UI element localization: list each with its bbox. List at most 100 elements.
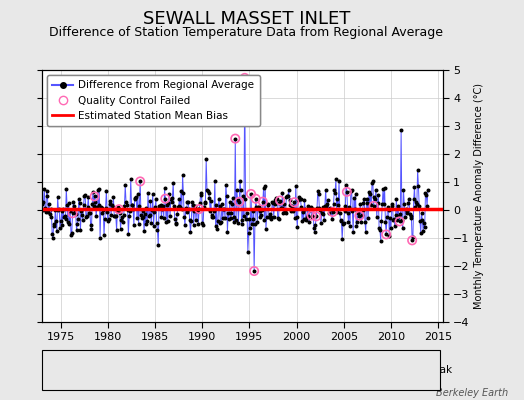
- Point: [214, 218, 222, 224]
- Point: [343, 189, 351, 195]
- Text: Time of Obs. Change: Time of Obs. Change: [255, 365, 364, 375]
- Point: [189, 202, 197, 208]
- Point: [294, 194, 303, 201]
- Point: [413, 166, 422, 173]
- Point: [193, 206, 202, 213]
- Point: [401, 206, 410, 212]
- Point: [285, 187, 293, 193]
- Point: [201, 198, 210, 205]
- Point: [321, 203, 329, 209]
- Point: [281, 210, 290, 216]
- Point: [311, 222, 320, 228]
- Point: [351, 205, 359, 212]
- Point: [420, 220, 428, 226]
- Point: [124, 231, 133, 237]
- Point: [402, 208, 411, 214]
- Point: [286, 197, 294, 203]
- Point: [283, 193, 292, 200]
- Point: [246, 225, 254, 231]
- Point: [258, 198, 267, 205]
- Point: [362, 196, 370, 203]
- Point: [136, 178, 144, 185]
- Point: [189, 221, 198, 228]
- Point: [404, 200, 412, 206]
- Point: [192, 217, 200, 223]
- Point: [272, 195, 280, 201]
- Point: [71, 211, 80, 217]
- Point: [297, 204, 305, 211]
- Point: [337, 217, 345, 224]
- Point: [345, 204, 353, 210]
- Y-axis label: Monthly Temperature Anomaly Difference (°C): Monthly Temperature Anomaly Difference (…: [474, 83, 484, 309]
- Point: [300, 197, 309, 203]
- Point: [133, 215, 141, 222]
- Point: [42, 188, 51, 194]
- Point: [395, 218, 403, 225]
- Point: [231, 135, 239, 142]
- Point: [379, 201, 388, 207]
- Point: [72, 226, 81, 233]
- Point: [82, 212, 91, 219]
- Point: [104, 218, 112, 224]
- Point: [119, 212, 128, 218]
- Point: [118, 219, 127, 225]
- Point: [423, 203, 431, 210]
- Point: [349, 229, 357, 235]
- Point: [195, 206, 203, 212]
- Point: [382, 231, 390, 238]
- Point: [326, 206, 334, 212]
- Point: [158, 206, 166, 212]
- Point: [178, 205, 186, 212]
- Point: [51, 207, 59, 213]
- Text: Berkeley Earth: Berkeley Earth: [436, 388, 508, 398]
- Point: [386, 214, 394, 221]
- Point: [173, 204, 182, 210]
- Point: [112, 213, 120, 220]
- Point: [114, 204, 122, 210]
- Point: [140, 228, 148, 234]
- Point: [156, 203, 164, 209]
- Point: [235, 198, 243, 205]
- Point: [357, 212, 366, 218]
- Point: [183, 198, 191, 205]
- Point: [288, 208, 297, 214]
- Text: Difference of Station Temperature Data from Regional Average: Difference of Station Temperature Data f…: [49, 26, 443, 39]
- Point: [100, 232, 108, 238]
- Point: [350, 195, 358, 202]
- Point: [256, 208, 265, 214]
- Point: [406, 215, 414, 222]
- Point: [206, 198, 215, 204]
- Point: [184, 199, 192, 205]
- Point: [166, 213, 174, 220]
- Point: [130, 196, 139, 202]
- Legend: Difference from Regional Average, Quality Control Failed, Estimated Station Mean: Difference from Regional Average, Qualit…: [47, 75, 259, 126]
- Point: [132, 194, 140, 200]
- Point: [318, 210, 326, 216]
- Point: [160, 185, 169, 192]
- Point: [104, 216, 113, 222]
- Point: [235, 198, 243, 205]
- Point: [73, 221, 81, 227]
- Point: [161, 196, 169, 202]
- Point: [46, 211, 54, 218]
- Point: [348, 208, 356, 214]
- Point: [355, 212, 364, 219]
- Point: [267, 216, 276, 222]
- Point: [250, 268, 258, 274]
- Point: [55, 206, 63, 212]
- Point: [357, 219, 365, 225]
- Point: [421, 190, 430, 196]
- Point: [96, 203, 105, 210]
- Point: [316, 206, 324, 213]
- Point: [217, 201, 226, 208]
- Point: [377, 218, 386, 224]
- Point: [294, 196, 302, 203]
- Point: [91, 199, 100, 205]
- Point: [412, 199, 420, 205]
- Point: [390, 222, 399, 229]
- Point: [354, 210, 362, 216]
- Point: [259, 185, 268, 191]
- Point: [403, 210, 411, 216]
- Point: [184, 206, 193, 212]
- Point: [417, 210, 425, 216]
